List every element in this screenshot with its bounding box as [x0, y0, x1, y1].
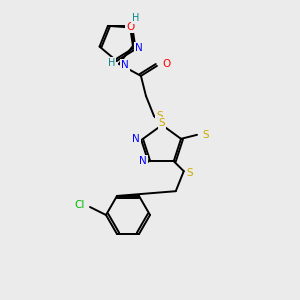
Text: O: O	[126, 22, 134, 32]
Text: H: H	[108, 58, 115, 68]
Text: O: O	[162, 59, 170, 69]
Text: N: N	[132, 134, 140, 144]
Text: S: S	[156, 111, 163, 121]
Text: S: S	[159, 118, 165, 128]
Text: N: N	[121, 60, 129, 70]
Text: N: N	[140, 156, 147, 166]
Text: Cl: Cl	[75, 200, 85, 210]
Text: N: N	[135, 43, 143, 53]
Text: S: S	[187, 168, 194, 178]
Text: S: S	[202, 130, 208, 140]
Text: H: H	[132, 13, 140, 23]
